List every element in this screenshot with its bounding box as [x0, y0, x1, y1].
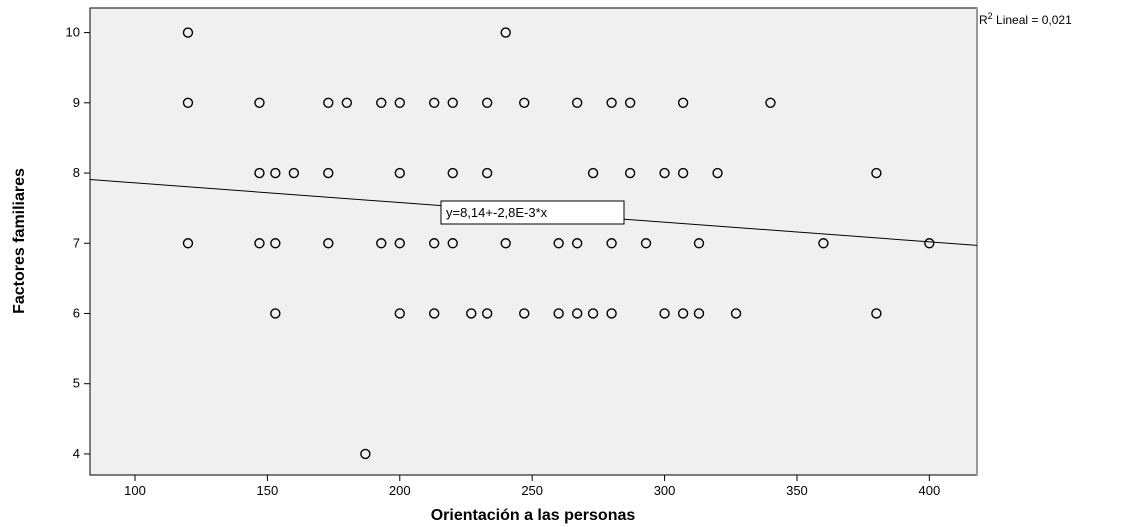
data-point — [606, 308, 617, 319]
data-point — [447, 238, 458, 249]
data-point — [519, 97, 530, 109]
data-point — [447, 97, 458, 109]
x-axis-title: Orientación a las personas — [431, 507, 636, 524]
data-point — [624, 167, 636, 179]
data-point — [323, 97, 334, 109]
data-point — [182, 97, 194, 109]
data-point — [376, 238, 387, 249]
data-point — [624, 97, 636, 109]
r-squared-label: R2 Lineal = 0,021 — [979, 11, 1072, 27]
y-tick-label: 8 — [73, 165, 80, 180]
r-squared-sup: 2 — [988, 11, 993, 21]
data-point — [481, 97, 493, 109]
data-point — [587, 167, 599, 179]
data-point — [730, 308, 742, 319]
data-point — [447, 167, 458, 179]
data-point — [677, 308, 689, 319]
data-point — [693, 238, 705, 249]
x-tick-label: 250 — [521, 483, 543, 498]
data-point — [500, 238, 511, 249]
r-squared-r: R — [979, 13, 988, 27]
data-point — [924, 238, 935, 249]
data-point — [429, 238, 440, 249]
data-point — [182, 27, 194, 38]
data-point — [677, 167, 689, 179]
x-tick-label: 400 — [918, 483, 940, 498]
y-axis-title: Factores familiares — [11, 168, 28, 314]
regression-equation: y=8,14+-2,8E-3*x — [446, 205, 548, 220]
data-point — [288, 167, 300, 179]
data-point — [182, 238, 194, 249]
data-point — [270, 167, 281, 179]
data-point — [553, 308, 564, 319]
y-tick-label: 7 — [73, 235, 80, 250]
r-squared-value: Lineal = 0,021 — [993, 13, 1072, 27]
data-point — [659, 308, 670, 319]
data-point — [270, 308, 281, 319]
data-point — [571, 238, 583, 249]
data-point — [429, 97, 440, 109]
data-point — [481, 167, 493, 179]
y-tick-label: 5 — [73, 376, 80, 391]
data-point — [254, 97, 265, 109]
data-point — [606, 238, 617, 249]
data-point — [323, 238, 334, 249]
y-tick-label: 4 — [73, 446, 80, 461]
plot-area — [89, 7, 978, 476]
data-point — [659, 167, 670, 179]
x-tick-label: 200 — [389, 483, 411, 498]
data-point — [254, 167, 265, 179]
y-tick-label: 9 — [73, 95, 80, 110]
data-point — [519, 308, 530, 319]
data-point — [587, 308, 599, 319]
data-point — [466, 308, 477, 319]
data-point — [871, 308, 882, 319]
data-point — [394, 238, 405, 249]
data-point — [254, 238, 265, 249]
data-point — [500, 27, 511, 38]
y-tick-label: 6 — [73, 305, 80, 320]
x-tick-label: 300 — [654, 483, 676, 498]
data-point — [640, 238, 652, 249]
data-points — [182, 27, 935, 460]
y-tick-label: 10 — [66, 25, 80, 40]
x-tick-label: 150 — [257, 483, 279, 498]
equation-box — [440, 200, 625, 225]
data-point — [765, 97, 776, 109]
data-point — [871, 167, 882, 179]
data-point — [606, 97, 617, 109]
data-point — [677, 97, 689, 109]
data-point — [553, 238, 564, 249]
x-tick-label: 350 — [786, 483, 808, 498]
data-point — [818, 238, 829, 249]
data-point — [394, 97, 405, 109]
data-point — [394, 308, 405, 319]
data-point — [360, 448, 371, 460]
data-point — [571, 308, 583, 319]
data-point — [481, 308, 493, 319]
data-point — [693, 308, 705, 319]
data-point — [376, 97, 387, 109]
data-point — [341, 97, 353, 109]
data-point — [571, 97, 583, 109]
x-tick-label: 100 — [124, 483, 146, 498]
data-point — [270, 238, 281, 249]
data-point — [394, 167, 405, 179]
axis-ticks: 100 150 200 250 300 350 400 4 5 6 7 8 9 10 — [66, 25, 941, 498]
data-point — [323, 167, 334, 179]
data-point — [712, 167, 723, 179]
data-point — [429, 308, 440, 319]
